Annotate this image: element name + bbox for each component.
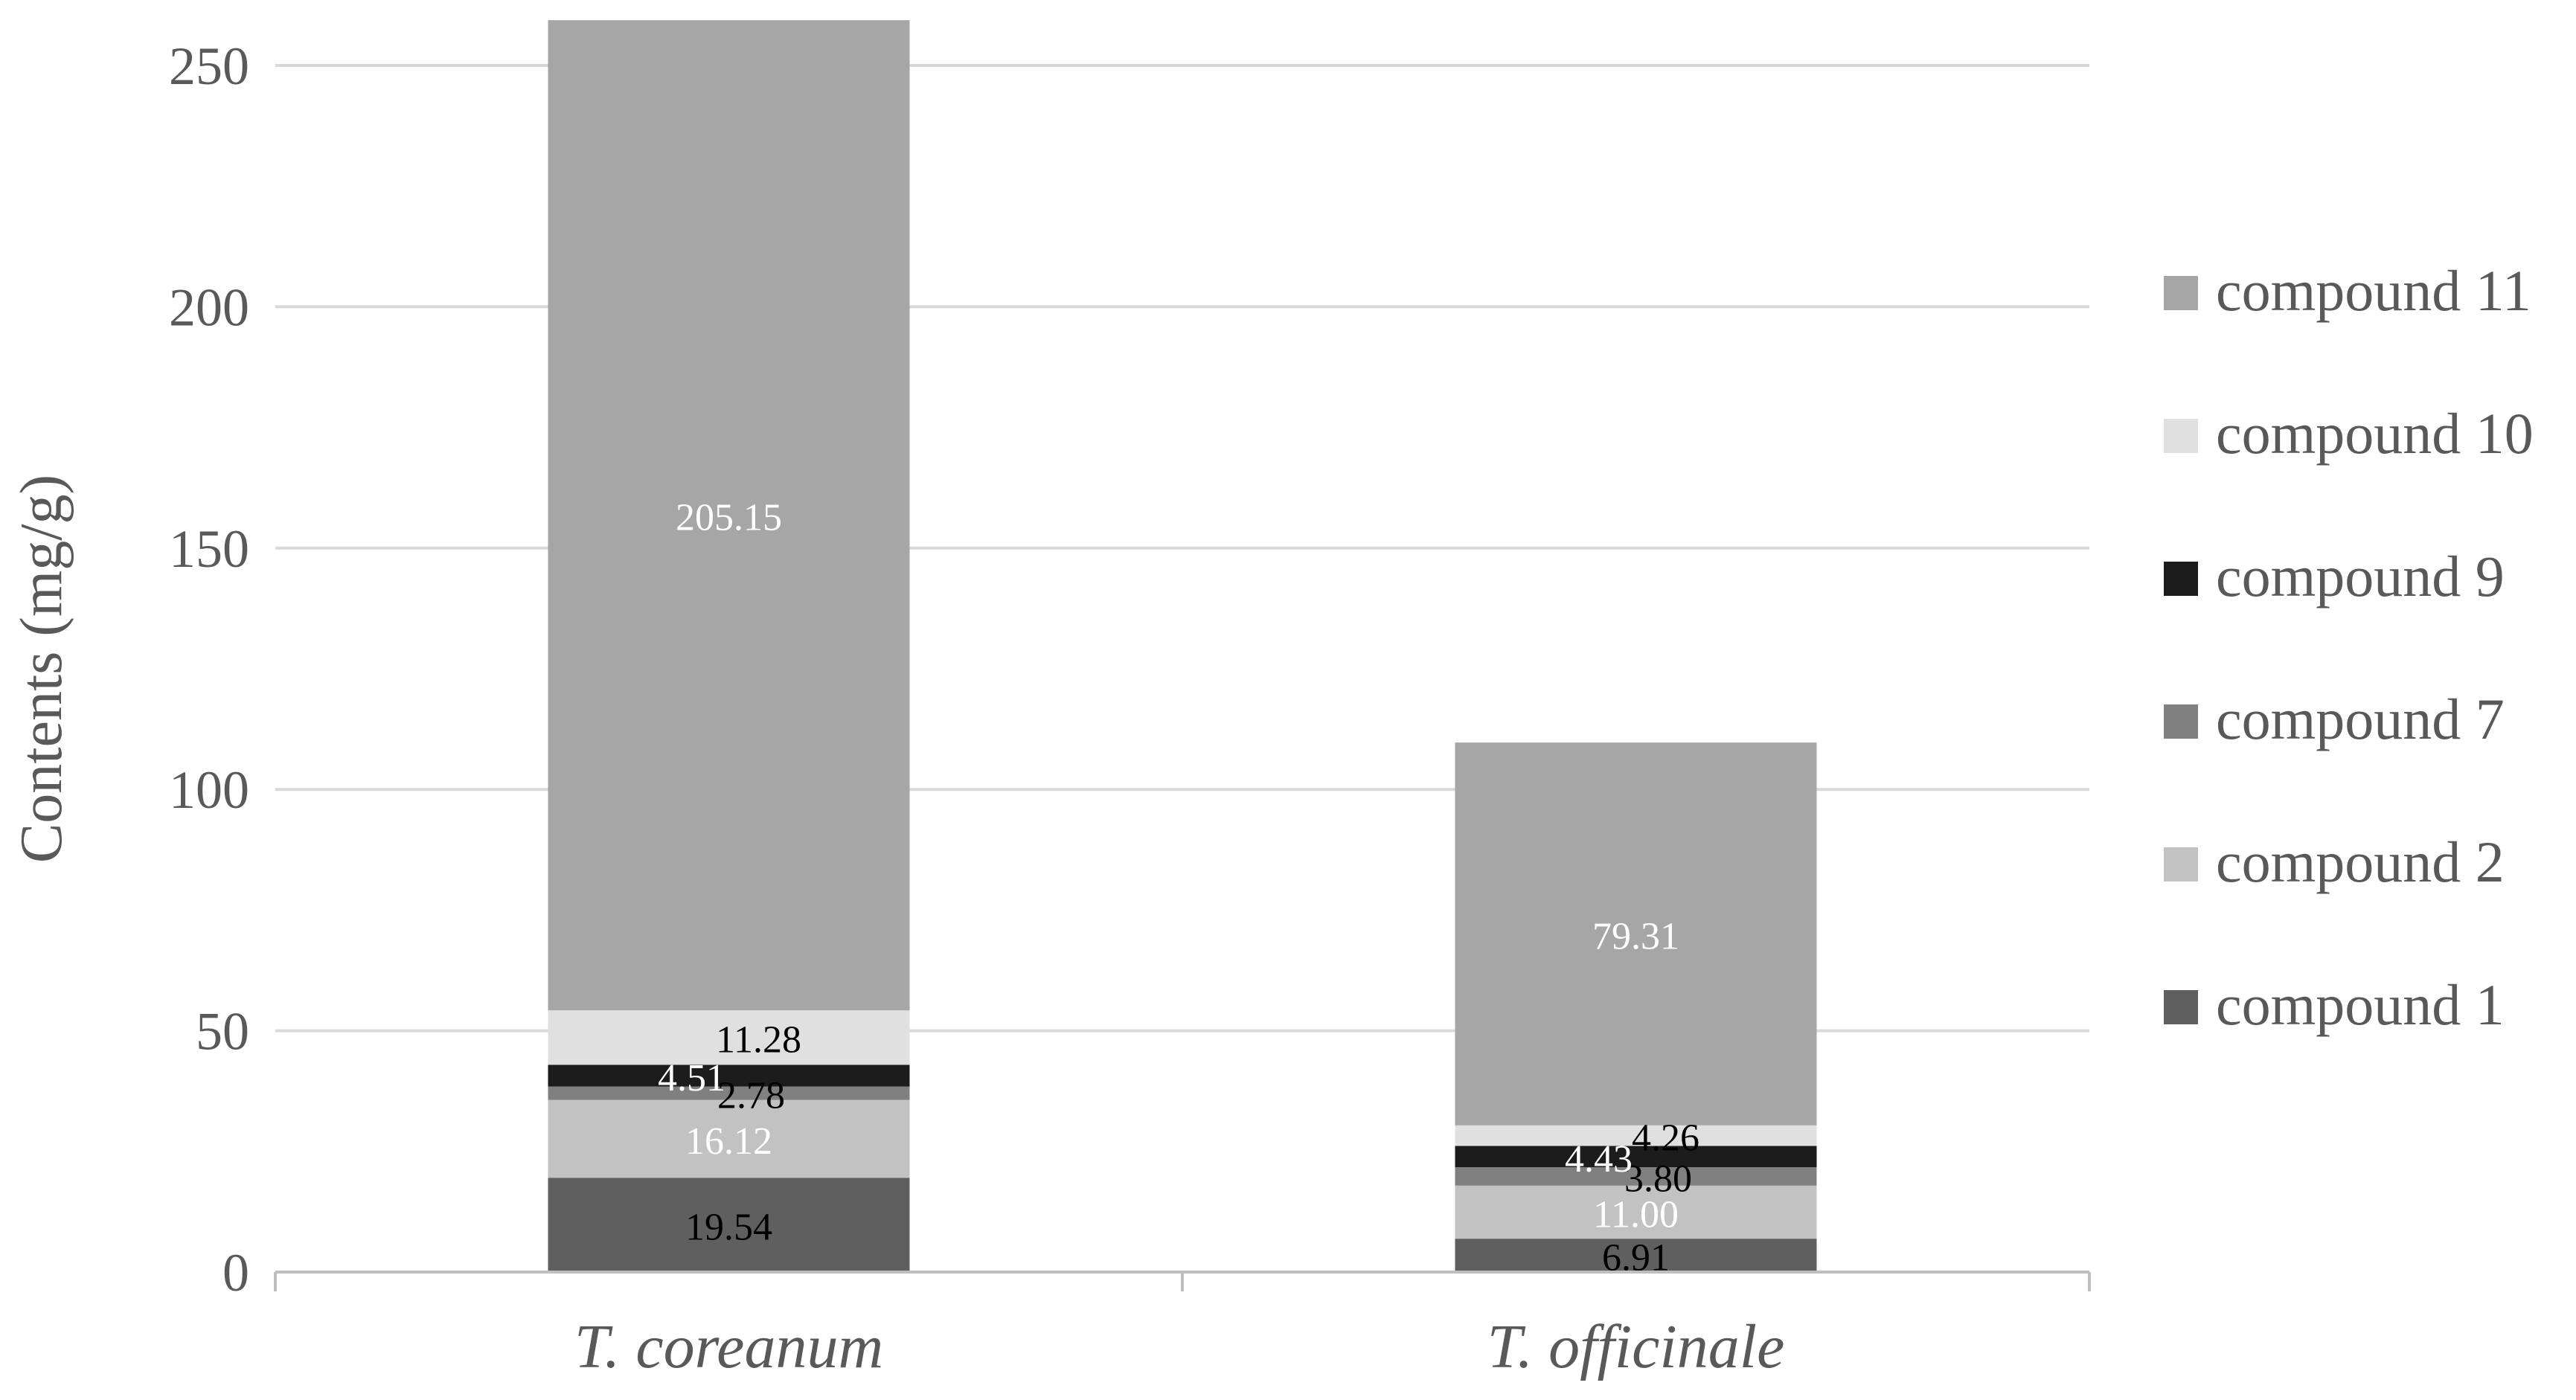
bar-segment [548, 1010, 910, 1065]
bar-segment [1455, 1239, 1817, 1272]
bar-segment [548, 1178, 910, 1272]
legend: compound 11 compound 10 compound 9 compound… [2164, 258, 2534, 1037]
data-label: 11.28 [716, 1019, 801, 1062]
data-label: 4.43 [1565, 1138, 1633, 1181]
legend-swatch [2164, 704, 2198, 739]
bar-segment [548, 20, 910, 1011]
y-tick-label: 200 [169, 277, 249, 337]
bar-segment [1455, 1185, 1817, 1239]
legend-label: compound 9 [2216, 544, 2505, 609]
bar-segment [1455, 1146, 1817, 1168]
legend-swatch [2164, 276, 2198, 310]
x-tick-label: T. coreanum [574, 1312, 883, 1381]
bars: 19.5416.122.784.5111.28205.156.9111.003.… [548, 20, 1817, 1279]
y-axis-title: Contents (mg/g) [9, 475, 74, 863]
legend-label: compound 1 [2216, 972, 2505, 1037]
legend-label: compound 11 [2216, 258, 2531, 323]
y-tick-label: 100 [169, 760, 249, 820]
data-label: 2.78 [717, 1075, 785, 1117]
bar-segment [548, 1065, 910, 1087]
data-label: 79.31 [1592, 915, 1679, 957]
data-label: 11.00 [1593, 1193, 1679, 1236]
gridlines [275, 64, 2089, 1033]
legend-label: compound 7 [2216, 687, 2505, 751]
legend-swatch [2164, 847, 2198, 882]
y-tick-label: 150 [169, 519, 249, 579]
bar-segment [1455, 1167, 1817, 1186]
data-label: 205.15 [676, 497, 782, 539]
bar-segment [548, 1086, 910, 1100]
axes: 0 50 100 150 200 250 Contents (mg/g) T. coreanu… [9, 36, 2091, 1381]
bar-segment [1455, 1125, 1817, 1146]
data-label: 4.26 [1632, 1117, 1699, 1160]
data-label: 16.12 [685, 1120, 772, 1163]
y-tick-label: 0 [222, 1243, 249, 1303]
data-label: 4.51 [658, 1057, 725, 1099]
legend-swatch [2164, 562, 2198, 596]
y-tick-label: 250 [169, 36, 249, 96]
legend-label: compound 10 [2216, 401, 2534, 466]
legend-label: compound 2 [2216, 829, 2505, 894]
bar-segment [548, 1099, 910, 1178]
legend-swatch [2164, 990, 2198, 1024]
data-label: 3.80 [1624, 1157, 1692, 1200]
legend-swatch [2164, 419, 2198, 453]
y-tick-label: 50 [196, 1002, 249, 1062]
data-label: 19.54 [685, 1207, 772, 1249]
x-tick-label: T. officinale [1487, 1312, 1785, 1381]
bar-segment [1455, 742, 1817, 1126]
